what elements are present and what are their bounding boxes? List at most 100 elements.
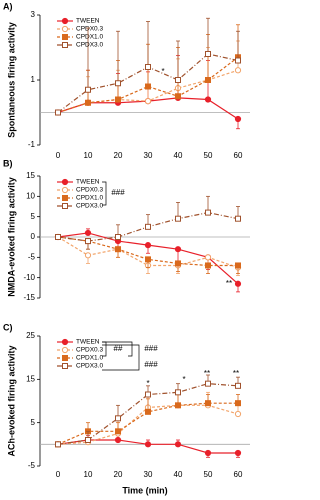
marker bbox=[84, 229, 92, 237]
marker bbox=[115, 246, 121, 253]
y-tick-label: -15 bbox=[23, 293, 35, 302]
annotation: ### bbox=[144, 360, 158, 369]
x-tick-label: 60 bbox=[234, 151, 243, 160]
x-tick-label: 0 bbox=[56, 470, 61, 479]
marker bbox=[235, 57, 241, 64]
marker bbox=[61, 338, 69, 346]
annotation: ** bbox=[226, 279, 232, 288]
legend-label: CPDX3.0 bbox=[76, 203, 103, 210]
bracket bbox=[102, 341, 133, 357]
legend-label: CPDX0.3 bbox=[76, 26, 103, 33]
marker bbox=[235, 215, 241, 222]
x-tick-label: 50 bbox=[204, 151, 213, 160]
marker bbox=[61, 25, 69, 33]
x-tick-label: 30 bbox=[144, 151, 153, 160]
marker bbox=[175, 389, 181, 396]
legend-label: CPDX0.3 bbox=[76, 347, 103, 354]
marker bbox=[174, 246, 182, 253]
legend-label: CPDX3.0 bbox=[76, 42, 103, 49]
marker bbox=[205, 77, 211, 83]
marker bbox=[115, 234, 121, 240]
marker bbox=[175, 260, 181, 267]
marker bbox=[175, 215, 181, 222]
annotation: * bbox=[146, 379, 149, 388]
annotation: ### bbox=[111, 188, 125, 197]
marker bbox=[234, 410, 242, 418]
marker bbox=[55, 441, 61, 448]
x-tick-label: 40 bbox=[174, 470, 183, 479]
x-tick-label: 40 bbox=[174, 151, 183, 160]
x-axis-label: Time (min) bbox=[122, 485, 167, 495]
marker bbox=[235, 262, 241, 269]
marker bbox=[175, 93, 181, 100]
marker bbox=[234, 449, 242, 457]
y-tick-label: -5 bbox=[28, 252, 36, 261]
panel-label: A) bbox=[3, 1, 13, 11]
marker bbox=[61, 178, 69, 186]
y-tick-label: 1 bbox=[31, 75, 36, 84]
marker bbox=[85, 86, 91, 93]
marker bbox=[204, 96, 212, 103]
y-tick-label: 5 bbox=[31, 418, 36, 427]
y-tick-label: -10 bbox=[23, 273, 35, 282]
y-tick-label: -1 bbox=[28, 140, 36, 149]
y-tick-label: 15 bbox=[26, 374, 35, 383]
marker bbox=[55, 109, 61, 116]
marker bbox=[145, 408, 151, 415]
y-tick-label: 25 bbox=[26, 331, 35, 340]
marker bbox=[145, 223, 151, 230]
y-axis-label: NMDA-evoked firing activity bbox=[6, 177, 16, 297]
annotation: * bbox=[182, 375, 185, 384]
marker bbox=[145, 256, 151, 263]
bracket bbox=[102, 344, 140, 371]
marker bbox=[115, 96, 121, 103]
figure: A) Spontaneous firing activity -1 1 30 10 20 30… bbox=[3, 1, 250, 495]
marker bbox=[205, 262, 211, 269]
marker bbox=[85, 437, 91, 443]
legend-label: TWEEN bbox=[76, 179, 100, 186]
annotation: ## bbox=[114, 344, 123, 353]
x-tick-label: 30 bbox=[144, 470, 153, 479]
x-tick-label: 20 bbox=[114, 151, 123, 160]
marker bbox=[205, 400, 211, 407]
marker bbox=[234, 280, 242, 287]
marker bbox=[115, 80, 121, 87]
y-tick-label: 0 bbox=[31, 232, 36, 241]
y-axis-label: Spontaneous firing activity bbox=[6, 22, 16, 138]
marker bbox=[234, 115, 242, 123]
marker bbox=[205, 209, 211, 216]
marker bbox=[115, 428, 121, 435]
marker bbox=[145, 64, 151, 70]
annotation: ** bbox=[233, 369, 239, 378]
marker bbox=[62, 363, 68, 369]
marker bbox=[205, 51, 211, 57]
marker bbox=[85, 99, 91, 106]
x-tick-label: 50 bbox=[204, 470, 213, 479]
marker bbox=[144, 98, 152, 105]
x-tick-label: 20 bbox=[114, 470, 123, 479]
annotation: ### bbox=[144, 344, 158, 353]
marker bbox=[174, 441, 182, 448]
legend-label: CPDX0.3 bbox=[76, 187, 103, 194]
marker bbox=[175, 77, 181, 83]
marker bbox=[204, 254, 212, 261]
marker bbox=[234, 67, 242, 74]
legend-label: TWEEN bbox=[76, 18, 100, 25]
marker bbox=[175, 402, 181, 409]
x-tick-label: 0 bbox=[56, 151, 61, 160]
y-tick-label: -5 bbox=[28, 461, 36, 470]
legend-label: CPDX1.0 bbox=[76, 355, 103, 362]
marker bbox=[235, 382, 241, 389]
bracket bbox=[102, 181, 107, 206]
marker bbox=[84, 252, 92, 259]
series bbox=[56, 391, 240, 445]
y-tick-label: 15 bbox=[26, 171, 35, 180]
panel-label: C) bbox=[3, 322, 13, 332]
marker bbox=[115, 415, 121, 422]
marker bbox=[62, 34, 68, 40]
y-tick-label: 10 bbox=[26, 191, 35, 200]
x-tick-label: 60 bbox=[234, 470, 243, 479]
marker bbox=[55, 234, 61, 240]
marker bbox=[62, 355, 68, 361]
marker bbox=[61, 186, 69, 194]
